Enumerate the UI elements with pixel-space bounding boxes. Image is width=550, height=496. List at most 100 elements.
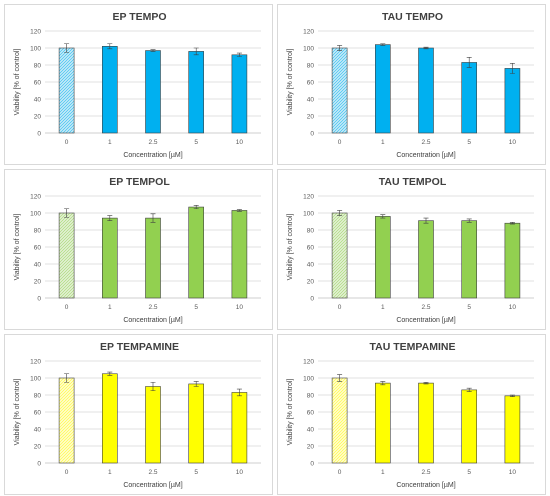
- y-tick-label: 100: [303, 210, 314, 217]
- bar: [504, 395, 521, 464]
- chart-title: TAU TEMPO: [382, 11, 443, 23]
- x-tick-label: 5: [467, 304, 471, 311]
- x-tick-label: 5: [467, 139, 471, 146]
- error-bar: [466, 218, 472, 223]
- y-tick-label: 60: [34, 409, 42, 416]
- error-bar: [337, 374, 343, 382]
- bar: [331, 377, 348, 464]
- panel-ep-tempamine: EP TEMPAMINE 0 20 40 60 80 100 120 0 1 2.5 5 10 Conce…: [4, 334, 273, 495]
- y-tick-label: 80: [34, 227, 42, 234]
- bar: [418, 382, 434, 464]
- bar: [461, 62, 477, 134]
- error-bar: [509, 63, 515, 74]
- bar: [418, 47, 434, 134]
- panel-ep-tempol: EP TEMPOL 0 20 40 60 80 100 120 0 1 2.5 5 10 Concentr…: [4, 169, 273, 330]
- error-bar: [466, 57, 472, 68]
- panel-ep-tempo: EP TEMPO 0 20 40 60 80 100 120 0 1 2.5 5 10 Concentra…: [4, 4, 273, 165]
- error-bar: [509, 394, 515, 397]
- x-axis-label: Concentration [µM]: [123, 317, 182, 324]
- y-tick-label: 60: [307, 79, 315, 86]
- error-bar: [380, 214, 386, 219]
- y-tick-label: 80: [34, 392, 42, 399]
- bar: [102, 45, 118, 134]
- panel-tau-tempamine: TAU TEMPAMINE 0 20 40 60 80 100 120 0 1 2.5 5 10 Conc…: [277, 334, 546, 495]
- bar: [331, 212, 348, 299]
- y-tick-label: 80: [307, 62, 315, 69]
- error-bar: [423, 217, 429, 224]
- chart-title: EP TEMPAMINE: [100, 341, 179, 353]
- bar: [331, 47, 348, 134]
- x-tick-label: 5: [194, 469, 198, 476]
- y-tick-label: 0: [37, 460, 41, 467]
- y-tick-label: 120: [30, 28, 41, 35]
- x-tick-label: 10: [509, 304, 517, 311]
- chart-title: EP TEMPO: [112, 11, 166, 23]
- error-bar: [64, 208, 70, 218]
- y-tick-label: 20: [307, 278, 315, 285]
- error-bar: [150, 49, 156, 52]
- error-bar: [236, 52, 242, 57]
- error-bar: [236, 209, 242, 212]
- error-bar: [64, 43, 70, 53]
- x-tick-label: 5: [467, 469, 471, 476]
- bar: [231, 392, 248, 464]
- y-tick-label: 20: [307, 113, 315, 120]
- x-tick-label: 0: [65, 304, 69, 311]
- error-bar: [193, 47, 199, 56]
- y-axis-label: Viability [% of control]: [287, 379, 294, 446]
- bar: [375, 382, 391, 464]
- y-tick-label: 40: [307, 426, 315, 433]
- y-tick-label: 0: [310, 295, 314, 302]
- x-tick-label: 10: [236, 139, 244, 146]
- error-bar: [107, 215, 113, 221]
- y-tick-label: 100: [30, 45, 41, 52]
- error-bar: [380, 43, 386, 46]
- bar: [188, 51, 204, 134]
- y-tick-label: 40: [34, 261, 42, 268]
- y-tick-label: 20: [34, 278, 42, 285]
- chart-title: EP TEMPOL: [109, 176, 170, 188]
- bar: [375, 44, 391, 134]
- bar: [375, 216, 391, 299]
- x-tick-label: 2.5: [148, 469, 157, 476]
- y-tick-label: 20: [307, 443, 315, 450]
- chart-title: TAU TEMPAMINE: [370, 341, 456, 353]
- bar: [58, 47, 75, 134]
- bar: [231, 54, 248, 134]
- y-axis-label: Viability [% of control]: [14, 49, 21, 116]
- bar: [145, 386, 161, 464]
- y-tick-label: 60: [34, 79, 42, 86]
- error-bar: [236, 388, 242, 397]
- bar: [504, 68, 521, 134]
- y-tick-label: 120: [303, 358, 314, 365]
- bar: [504, 222, 521, 299]
- x-tick-label: 2.5: [148, 139, 157, 146]
- bar: [58, 377, 75, 464]
- x-tick-label: 0: [338, 469, 342, 476]
- bar-chart: TAU TEMPAMINE 0 20 40 60 80 100 120 0 1 2.5 5 10 Conc…: [287, 341, 534, 489]
- x-tick-label: 0: [338, 139, 342, 146]
- x-tick-label: 2.5: [421, 304, 430, 311]
- y-tick-label: 40: [34, 426, 42, 433]
- x-tick-label: 5: [194, 139, 198, 146]
- y-tick-label: 120: [30, 358, 41, 365]
- error-bar: [423, 381, 429, 385]
- y-tick-label: 120: [303, 193, 314, 200]
- panel-tau-tempo: TAU TEMPO 0 20 40 60 80 100 120 0 1 2.5 5 10 Concentr…: [277, 4, 546, 165]
- y-tick-label: 60: [307, 244, 315, 251]
- x-tick-label: 1: [381, 469, 385, 476]
- y-axis-label: Viability [% of control]: [14, 379, 21, 446]
- bar-chart: TAU TEMPO 0 20 40 60 80 100 120 0 1 2.5 5 10 Concentr…: [287, 11, 534, 159]
- y-axis-label: Viability [% of control]: [14, 214, 21, 281]
- y-tick-label: 80: [307, 392, 315, 399]
- x-tick-label: 1: [108, 139, 112, 146]
- y-tick-label: 0: [310, 130, 314, 137]
- error-bar: [150, 381, 156, 392]
- y-tick-label: 20: [34, 443, 42, 450]
- bar: [188, 206, 204, 299]
- bar: [102, 373, 118, 464]
- x-tick-label: 1: [108, 304, 112, 311]
- error-bar: [107, 371, 113, 376]
- error-bar: [466, 387, 472, 392]
